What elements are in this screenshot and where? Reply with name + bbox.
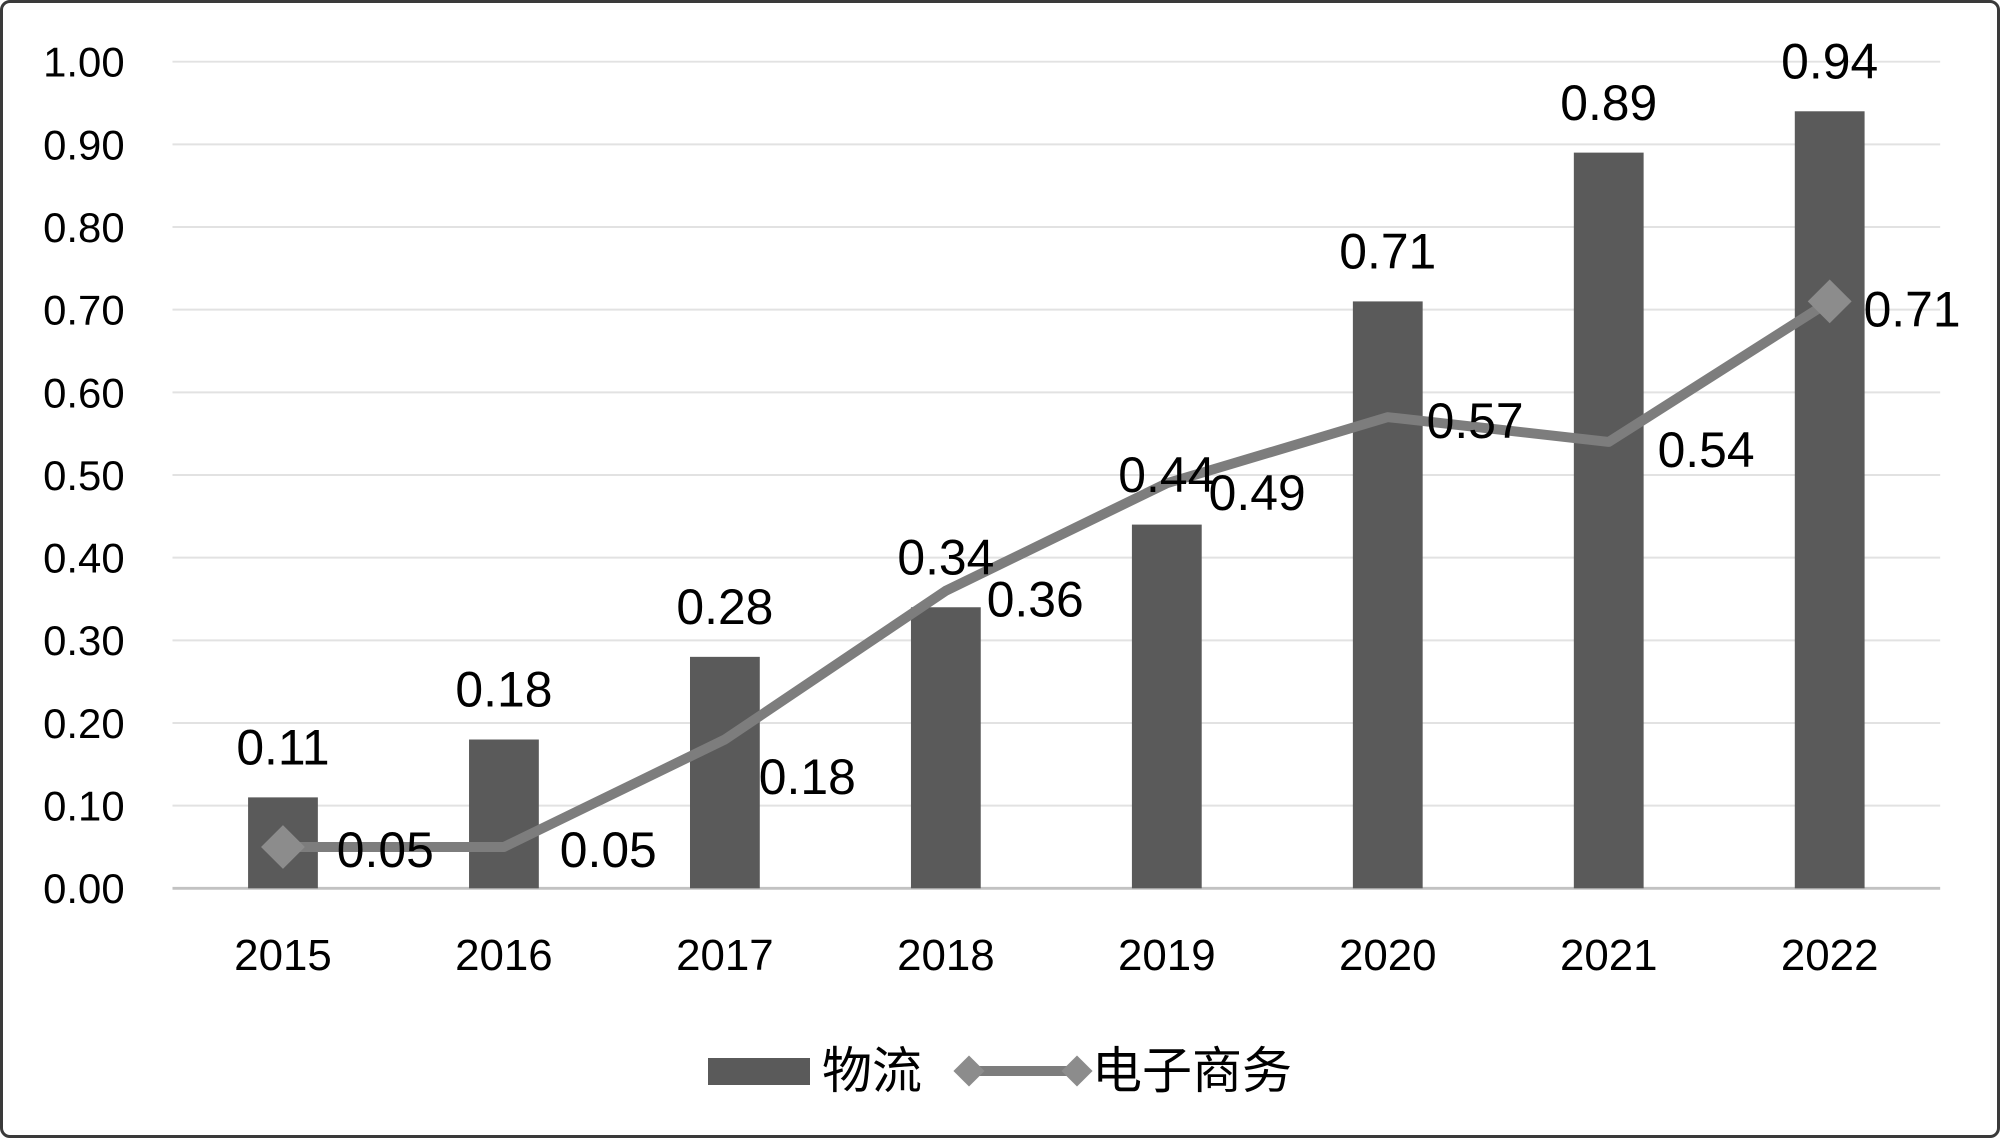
x-axis-label-2021: 2021 [1560, 931, 1658, 980]
legend-diamond-right-icon [1061, 1055, 1093, 1087]
y-tick-label-0.80: 0.80 [43, 204, 124, 251]
x-axis-label-2022: 2022 [1781, 931, 1879, 980]
legend-diamond-left-icon [953, 1055, 985, 1087]
y-tick-label-0.10: 0.10 [43, 783, 124, 830]
bar-data-label-2022: 0.94 [1781, 34, 1878, 90]
y-tick-label-0.20: 0.20 [43, 700, 124, 747]
bar-data-label-2020: 0.71 [1339, 224, 1436, 280]
bar-data-label-2016: 0.18 [455, 662, 552, 718]
bar-2020 [1352, 301, 1423, 889]
x-axis-label-2017: 2017 [676, 931, 774, 980]
legend-label-line-series: 电子商务 [1092, 1043, 1292, 1099]
x-axis-label-2016: 2016 [455, 931, 553, 980]
bar-2019 [1131, 524, 1202, 889]
legend-label-bar-series: 物流 [822, 1043, 922, 1099]
line-data-label-2018: 0.36 [987, 572, 1084, 628]
line-data-label-2016: 0.05 [560, 822, 657, 878]
bar-2016 [469, 739, 539, 889]
y-tick-label-0.90: 0.90 [43, 121, 124, 168]
y-tick-label-0.50: 0.50 [43, 452, 124, 499]
bar-2017 [689, 656, 760, 889]
line-data-label-2019: 0.49 [1209, 465, 1306, 521]
bar-data-label-2019: 0.44 [1118, 447, 1215, 503]
line-data-label-2021: 0.54 [1658, 422, 1755, 478]
legend-item-line-series: 电子商务 [953, 1043, 1292, 1099]
line-data-label-2015: 0.05 [337, 822, 434, 878]
x-axis-label-2019: 2019 [1118, 931, 1216, 980]
y-tick-label-0.40: 0.40 [43, 535, 124, 582]
legend-line-segment-icon [964, 1066, 1082, 1076]
bar-data-label-2018: 0.34 [897, 529, 994, 585]
y-tick-label-0.60: 0.60 [43, 369, 124, 416]
bar-2018 [910, 607, 981, 889]
bar-2021 [1573, 152, 1644, 889]
line-data-label-2022: 0.71 [1864, 281, 1961, 337]
legend-line-swatch-icon [953, 1052, 1093, 1090]
line-marker-first-icon [261, 825, 305, 869]
x-axis-label-2020: 2020 [1339, 931, 1437, 980]
y-tick-label-0.70: 0.70 [43, 287, 124, 334]
line-data-label-2017: 0.18 [759, 749, 856, 805]
legend-bar-swatch-icon [708, 1057, 810, 1085]
y-tick-label-0.30: 0.30 [43, 617, 124, 664]
x-axis-label-2015: 2015 [234, 931, 332, 980]
bar-data-label-2017: 0.28 [676, 579, 773, 635]
bar-data-label-2021: 0.89 [1560, 75, 1657, 131]
line-data-label-2020: 0.57 [1427, 393, 1524, 449]
combo-chart-plot: 0.00 0.10 0.20 0.30 0.40 0.50 0.60 0.70 0.80 0.90… [43, 34, 1961, 980]
y-tick-label-1.00: 1.00 [43, 39, 124, 86]
chart-legend: 物流 电子商务 [3, 1039, 1997, 1103]
x-axis-label-2018: 2018 [897, 931, 995, 980]
bar-data-label-2015: 0.11 [236, 720, 329, 776]
y-tick-label-0.00: 0.00 [43, 865, 124, 912]
line-series-电子商务 [282, 297, 1833, 852]
bar-2022 [1794, 111, 1865, 889]
legend-item-bar-series: 物流 [708, 1046, 922, 1096]
